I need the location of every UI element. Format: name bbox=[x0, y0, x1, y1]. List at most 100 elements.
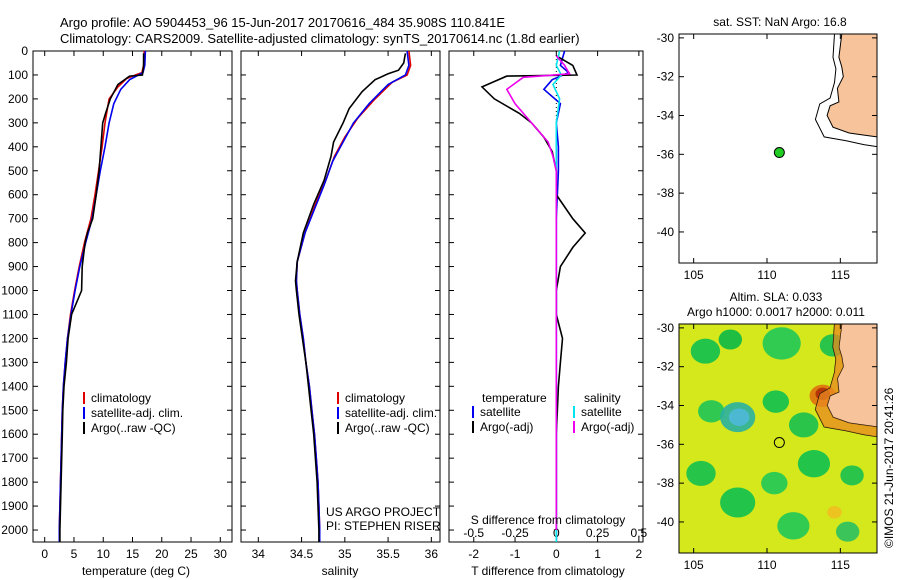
legend-label-argo: Argo(..raw -QC) bbox=[345, 421, 430, 435]
x-tick-label: 0 bbox=[41, 547, 48, 561]
x-tick-label: 36 bbox=[425, 547, 439, 561]
sla-anomaly-blob bbox=[777, 512, 810, 540]
map-x-tick-label: 110 bbox=[757, 268, 776, 282]
legend-label-t-argo: Argo(-adj) bbox=[480, 420, 533, 434]
series-line-temperature-argo-adj- bbox=[480, 55, 587, 542]
legend-header-salinity: salinity bbox=[584, 391, 621, 405]
sst-map-frame bbox=[678, 33, 878, 264]
argo-position-marker bbox=[773, 437, 785, 449]
x-tick-label: 35 bbox=[338, 547, 352, 561]
difference-top-label: S difference from climatology bbox=[471, 513, 626, 527]
map-x-tick-label: 105 bbox=[684, 558, 704, 572]
sla-map-panel: Altim. SLA: 0.033 Argo h1000: 0.0017 h20… bbox=[657, 290, 896, 572]
legend-label-t-satellite: satellite bbox=[480, 405, 521, 419]
sla-anomaly-blob bbox=[762, 327, 801, 360]
y-tick-label: 1800 bbox=[1, 475, 28, 489]
map-y-tick-label: -36 bbox=[657, 437, 675, 451]
y-tick-label: 900 bbox=[8, 260, 28, 274]
sst-map-title: sat. SST: NaN Argo: 16.8 bbox=[713, 15, 847, 29]
shelf-contour bbox=[814, 34, 877, 148]
map-y-tick-label: -30 bbox=[657, 31, 675, 45]
sla-anomaly-blob bbox=[840, 465, 864, 486]
sla-anomaly-blob bbox=[762, 390, 789, 413]
s-tick-label: 0.5 bbox=[631, 526, 648, 540]
sla-map-title: Altim. SLA: 0.033 bbox=[730, 290, 823, 304]
y-tick-label: 1100 bbox=[2, 307, 28, 321]
x-tick-label: 30 bbox=[214, 547, 228, 561]
map-y-tick-label: -36 bbox=[657, 147, 675, 161]
y-tick-label: 1300 bbox=[1, 355, 28, 369]
map-x-tick-label: 115 bbox=[831, 558, 850, 572]
credit-project: US ARGO PROJECT bbox=[326, 505, 441, 519]
imos-footer: ©IMOS 21-Jun-2017 20:41:26 bbox=[882, 387, 896, 548]
x-tick-label: 10 bbox=[97, 547, 111, 561]
y-tick-label: 200 bbox=[8, 92, 28, 106]
difference-panel: -2 -1 0 1 2-0.5 -0.25 0 0.25 0.5 S difference fr… bbox=[448, 50, 648, 578]
y-tick-label: 0 bbox=[21, 44, 28, 58]
x-tick-label: 34 bbox=[252, 547, 266, 561]
argo-position-marker bbox=[773, 147, 785, 159]
header-line1: Argo profile: AO 5904453_96 15-Jun-2017 … bbox=[60, 15, 505, 30]
y-tick-label: 1200 bbox=[1, 331, 28, 345]
difference-xlabel: T difference from climatology bbox=[471, 564, 625, 578]
temperature-xlabel: temperature (deg C) bbox=[82, 564, 190, 578]
x-tick-label: 25 bbox=[184, 547, 198, 561]
y-tick-label: 400 bbox=[8, 140, 28, 154]
map-y-tick-label: -32 bbox=[657, 70, 675, 84]
sla-anomaly-blob bbox=[690, 338, 721, 364]
y-tick-label: 100 bbox=[8, 68, 28, 82]
x-tick-label: -1 bbox=[510, 547, 521, 561]
sla-anomaly-blob bbox=[718, 329, 743, 350]
s-tick-label: -0.25 bbox=[501, 526, 529, 540]
salinity-legend: climatology satellite-adj. clim. Argo(..… bbox=[337, 391, 437, 435]
y-tick-label: 700 bbox=[8, 212, 28, 226]
y-tick-label: 1400 bbox=[1, 379, 28, 393]
salinity-xlabel: salinity bbox=[322, 564, 359, 578]
credit-pi: PI: STEPHEN RISER bbox=[326, 519, 441, 533]
x-tick-label: 34.5 bbox=[290, 547, 314, 561]
map-y-tick-label: -32 bbox=[657, 360, 675, 374]
temperature-frame bbox=[32, 50, 233, 543]
x-tick-label: 0 bbox=[553, 547, 560, 561]
sla-anomaly-blob bbox=[827, 506, 842, 519]
map-y-tick-label: -40 bbox=[657, 515, 675, 529]
sst-map-panel: sat. SST: NaN Argo: 16.8 105 110 115 -30 -32… bbox=[657, 15, 878, 282]
y-tick-label: 2000 bbox=[1, 523, 28, 537]
x-tick-label: 35.5 bbox=[376, 547, 400, 561]
legend-label-climatology: climatology bbox=[91, 391, 151, 405]
y-tick-label: 1900 bbox=[1, 499, 28, 513]
y-tick-label: 800 bbox=[8, 236, 28, 250]
map-x-tick-label: 110 bbox=[757, 558, 776, 572]
y-tick-label: 600 bbox=[8, 188, 28, 202]
series-line-salinity-argo-adj- bbox=[505, 55, 571, 530]
temperature-panel: 0 5 10 15 20 25 300100200300400500600700800900… bbox=[1, 44, 233, 578]
legend-header-temperature: temperature bbox=[482, 391, 547, 405]
sla-anomaly-blob bbox=[788, 412, 819, 438]
legend-label-satellite: satellite-adj. clim. bbox=[345, 406, 437, 420]
land bbox=[826, 34, 877, 142]
y-tick-label: 1000 bbox=[1, 284, 28, 298]
s-tick-label: 0.25 bbox=[586, 526, 610, 540]
map-y-tick-label: -38 bbox=[657, 186, 675, 200]
x-tick-label: 20 bbox=[155, 547, 169, 561]
legend-label-s-argo: Argo(-adj) bbox=[581, 420, 634, 434]
sla-anomaly-blob bbox=[728, 408, 750, 426]
x-tick-label: 1 bbox=[594, 547, 601, 561]
sla-anomaly-blob bbox=[686, 460, 716, 486]
header-line2: Climatology: CARS2009. Satellite-adjuste… bbox=[60, 31, 580, 46]
sla-anomaly-blob bbox=[761, 471, 788, 495]
legend-label-argo: Argo(..raw -QC) bbox=[91, 421, 176, 435]
x-tick-label: 2 bbox=[636, 547, 643, 561]
salinity-panel: 34 34.5 35 35.5 36 salinity climatology sate… bbox=[240, 50, 441, 578]
sla-anomaly-blob bbox=[698, 400, 725, 423]
sla-map-frame bbox=[678, 323, 878, 554]
y-tick-label: 500 bbox=[8, 164, 28, 178]
series-line-argo-raw-qc- bbox=[59, 53, 145, 542]
series-line-satellite-adj-clim- bbox=[295, 50, 410, 542]
sla-anomaly-blob bbox=[835, 521, 860, 542]
map-x-tick-label: 115 bbox=[831, 268, 850, 282]
y-tick-label: 300 bbox=[8, 116, 28, 130]
legend-label-s-satellite: satellite bbox=[581, 405, 622, 419]
sla-anomaly-blob bbox=[720, 487, 756, 518]
